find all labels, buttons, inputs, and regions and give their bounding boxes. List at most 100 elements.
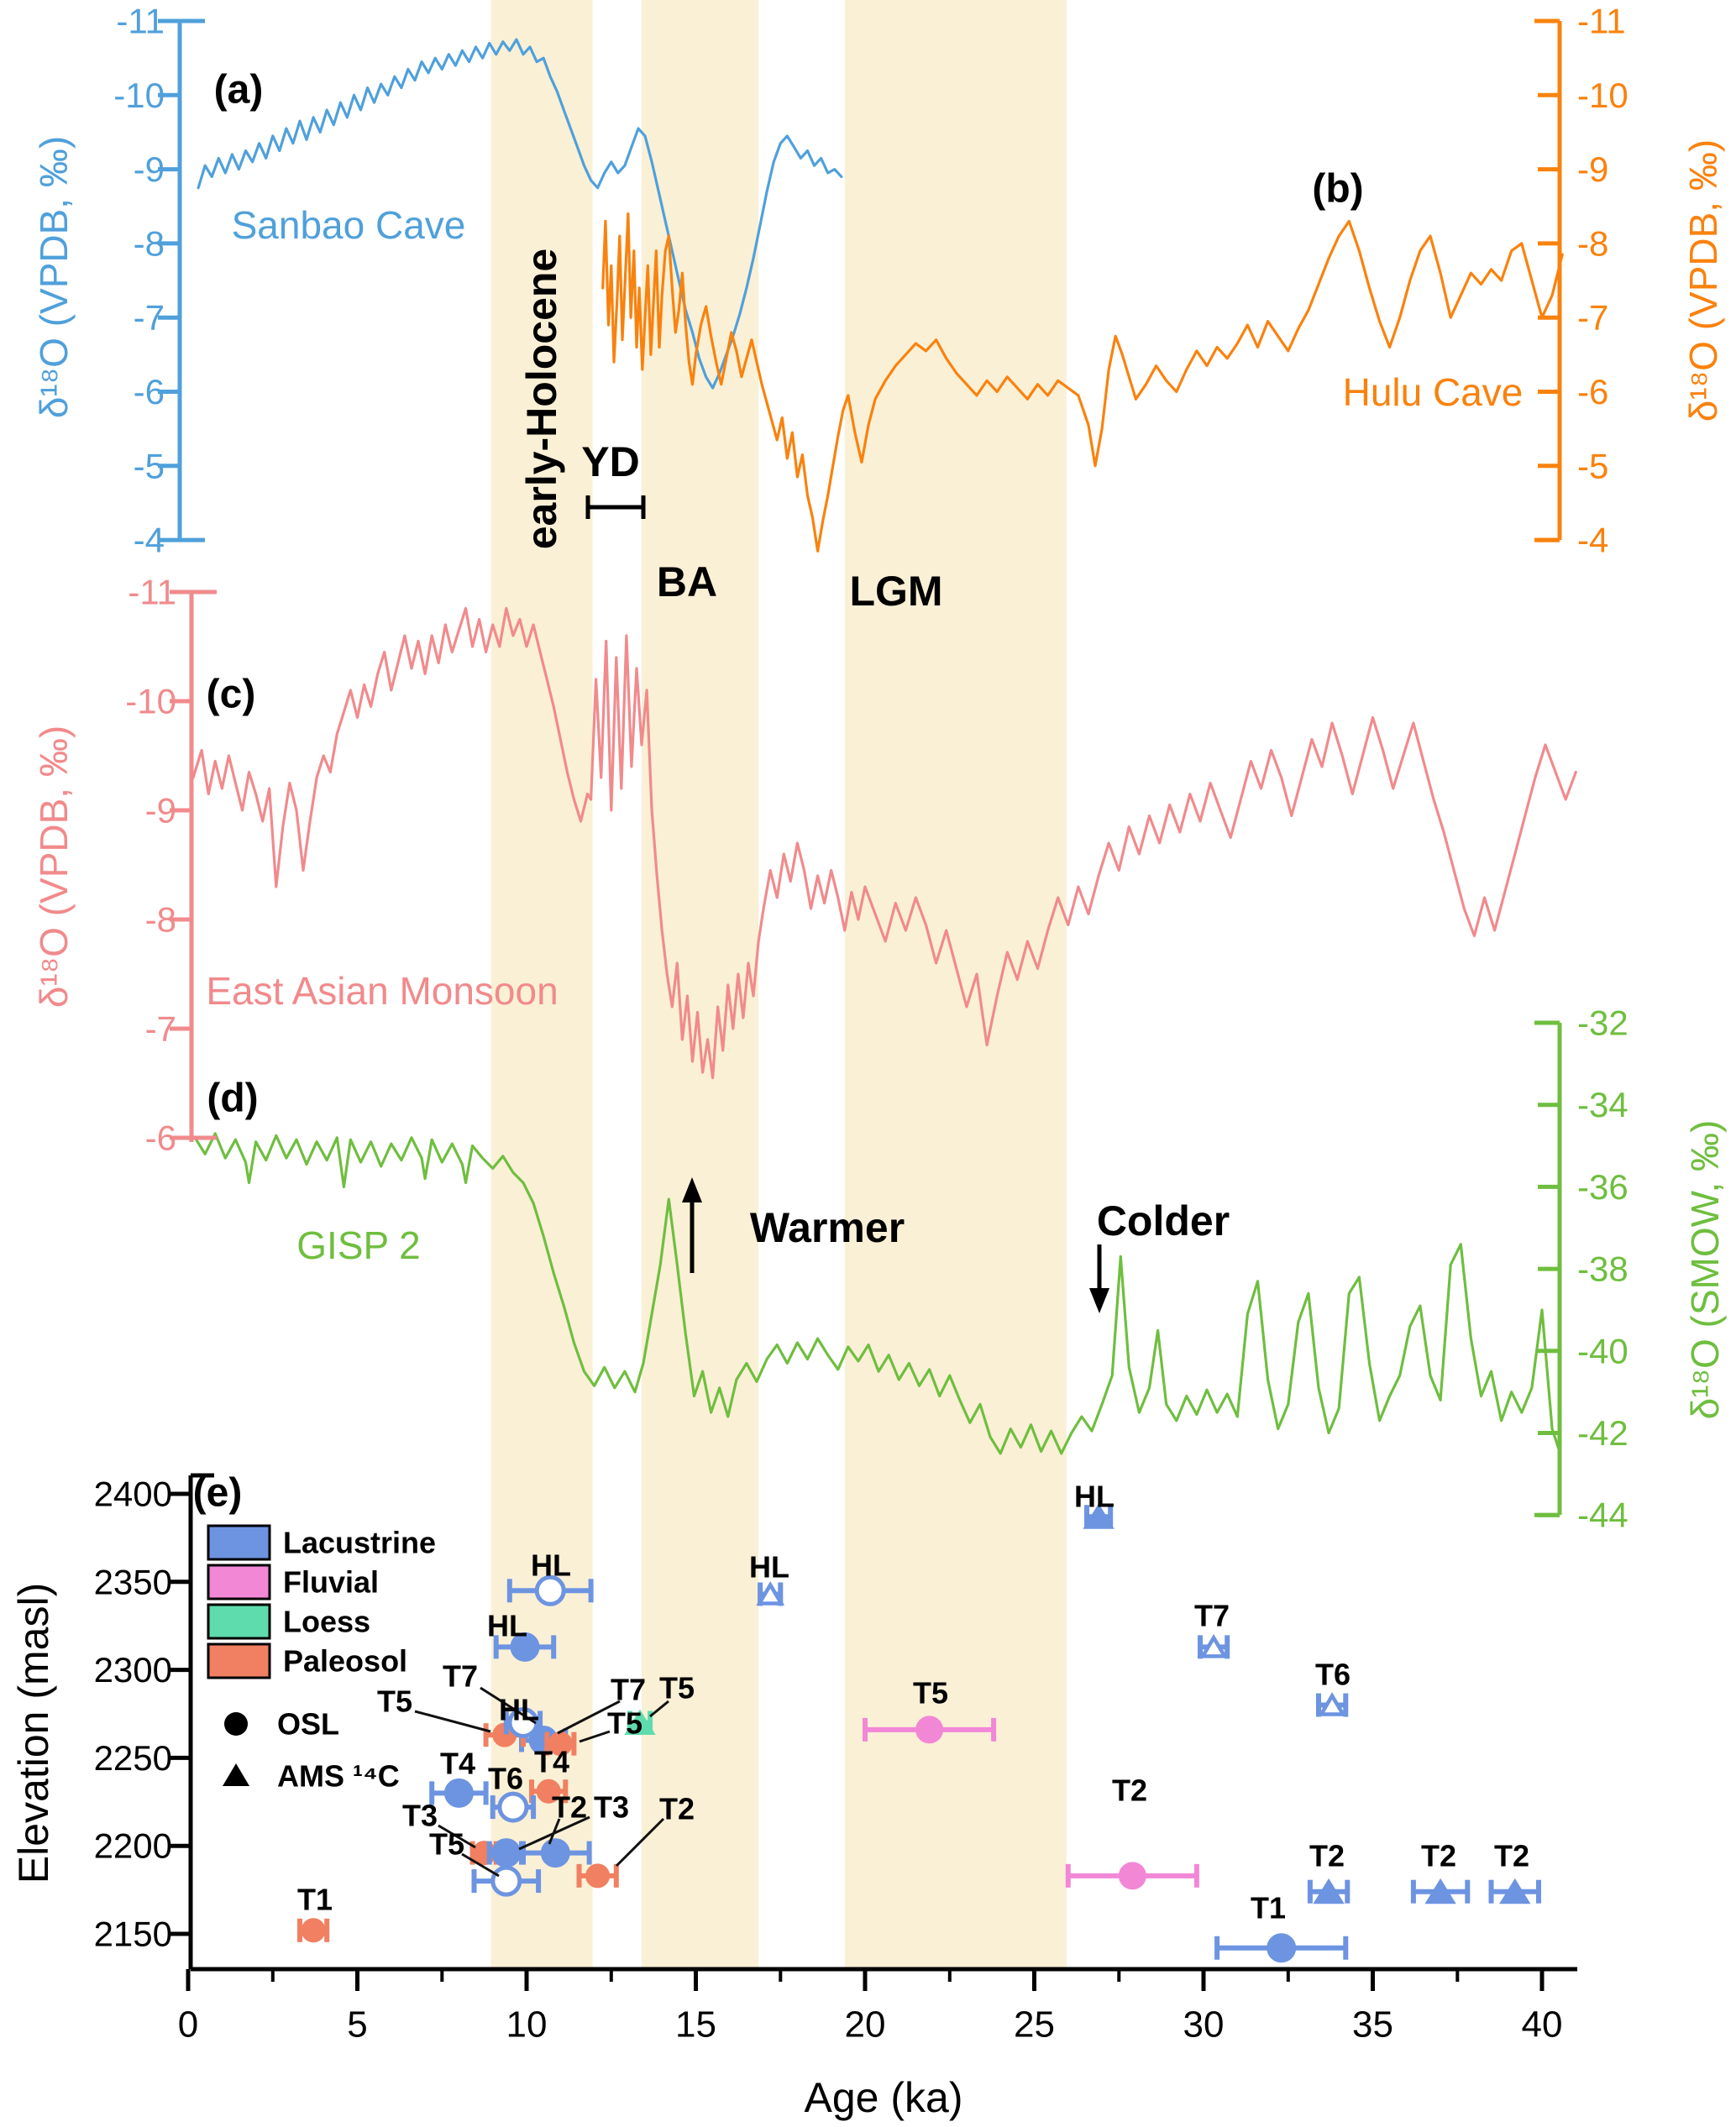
point-T1-paleosol [297, 1918, 330, 1943]
triangle-marker [1313, 1878, 1345, 1904]
panel-e-letter: (e) [193, 1471, 243, 1516]
circle-marker [585, 1863, 611, 1889]
lgm-label: LGM [849, 568, 942, 615]
terrace-label-T3: T3 [402, 1799, 438, 1833]
circle-marker [301, 1918, 326, 1943]
terrace-label-T6: T6 [488, 1762, 523, 1796]
label-leader [480, 1686, 537, 1725]
terrace-label-HL: HL [531, 1548, 571, 1583]
sanbao-tick-label: -8 [134, 223, 165, 263]
terrace-label-T5: T5 [607, 1706, 642, 1741]
hulu-tick-label: -8 [1577, 223, 1608, 263]
terrace-label-T5: T5 [377, 1684, 412, 1719]
eam-axis-title: δ¹⁸O (VPDB, ‰) [32, 726, 76, 1008]
fluvial-swatch [207, 1564, 271, 1600]
age-axis-title: Age (ka) [805, 2074, 963, 2121]
elevation-axis-title: Elevation (masl) [10, 1583, 57, 1883]
legend-label: Lacustrine [283, 1526, 436, 1560]
terrace-label-T4: T4 [440, 1747, 475, 1781]
point-T6-lacustrine [490, 1791, 537, 1823]
eam-tick-label: -8 [145, 900, 176, 940]
eam-tick-label: -7 [145, 1009, 176, 1049]
legend-item-fluvial: Fluvial [207, 1564, 379, 1600]
panel-c-letter: (c) [207, 673, 256, 717]
terrace-label-T1: T1 [297, 1883, 333, 1917]
open-triangle-marker [756, 1581, 785, 1606]
point-T7-lacustrine [1198, 1633, 1230, 1659]
gisp-tick-label: -36 [1577, 1167, 1628, 1207]
lacustrine-swatch [207, 1524, 271, 1561]
hulu-tick-label: -5 [1577, 446, 1608, 485]
label-leader [615, 1817, 665, 1868]
hulu-tick-label: -10 [1577, 76, 1628, 115]
circle-marker [491, 1838, 522, 1868]
ams14c-triangle-icon [223, 1763, 249, 1786]
point-T2-lacustrine [519, 1838, 592, 1868]
terrace-label-HL: HL [487, 1609, 527, 1643]
circle-marker [536, 1779, 561, 1804]
terrace-label-T4: T4 [534, 1745, 569, 1779]
panel-b-letter: (b) [1312, 167, 1363, 212]
point-T5-lacustrine [471, 1865, 542, 1897]
point-T2-lacustrine [1410, 1878, 1471, 1904]
sanbao-tick-label: -9 [134, 149, 165, 189]
label-leader [579, 1730, 611, 1743]
triangle-marker [1499, 1878, 1531, 1904]
gisp-curve [193, 1132, 1560, 1455]
terrace-label-T5: T5 [659, 1671, 695, 1705]
sanbao-tick-label: -11 [116, 2, 165, 41]
elevation-tick-label: 2350 [94, 1562, 172, 1601]
open-circle-marker [490, 1865, 522, 1897]
terrace-label-T3: T3 [594, 1790, 629, 1825]
point-T2-lacustrine [1488, 1878, 1541, 1904]
curves [191, 38, 1577, 1455]
circle-marker [1118, 1862, 1146, 1890]
loess-swatch [207, 1603, 271, 1640]
sanbao-axis-title: δ¹⁸O (VPDB, ‰) [32, 136, 76, 418]
osl-circle-icon [224, 1712, 248, 1736]
age-tick-label: 30 [1183, 2004, 1225, 2046]
triangle-marker [624, 1709, 656, 1735]
sanbao-tick-label: -7 [134, 298, 165, 338]
terrace-label-HL: HL [749, 1550, 789, 1585]
eam-label: East Asian Monsoon [206, 969, 558, 1013]
eam-tick-label: -10 [125, 682, 176, 721]
terrace-label-T7: T7 [443, 1659, 478, 1694]
band-lgm [844, 0, 1067, 1969]
legend-item-loess: Loess [207, 1603, 370, 1640]
eam-tick-label: -6 [145, 1119, 176, 1158]
band-early-holocene [490, 0, 593, 1969]
point-T5-paleosol [544, 1731, 577, 1757]
gisp-tick-label: -32 [1577, 1003, 1628, 1043]
terrace-label-T2: T2 [552, 1790, 587, 1825]
gisp-tick-label: -38 [1577, 1249, 1628, 1289]
legend-label: Paleosol [283, 1644, 407, 1679]
gisp-axis: -32 -34 -36 -38 -40 -42 -44 δ¹⁸O (SMOW, ‰) [1534, 1003, 1727, 1535]
age-tick-label: 5 [347, 2004, 367, 2046]
elevation-tick-label: 2250 [94, 1738, 172, 1778]
early-holocene-label: early-Holocene [518, 249, 565, 549]
gisp-tick-label: -40 [1577, 1331, 1628, 1370]
label-leader [414, 1710, 491, 1733]
gisp-tick-label: -34 [1577, 1085, 1628, 1124]
terrace-label-T2: T2 [1494, 1839, 1529, 1873]
point-HL-lacustrine [1083, 1503, 1115, 1529]
legend-label: OSL [277, 1707, 339, 1742]
terrace-label-HL: HL [1074, 1480, 1115, 1514]
label-leader [518, 1815, 590, 1851]
point-T4-lacustrine [429, 1778, 489, 1808]
hulu-tick-label: -4 [1577, 521, 1608, 560]
open-triangle-marker [1199, 1633, 1229, 1658]
panel-a-letter: (a) [214, 68, 264, 113]
warmer-arrow-head [682, 1177, 702, 1202]
sanbao-curve [197, 38, 843, 390]
open-circle-marker [534, 1574, 566, 1606]
terrace-points [297, 1503, 1541, 1963]
eam-tick-label: -9 [145, 791, 176, 830]
yd-label: YD [581, 438, 639, 485]
legend: Lacustrine Fluvial Loess Paleosol OSL AMS ¹⁴C [207, 1524, 436, 1794]
age-tick-label: 20 [845, 2004, 886, 2046]
stadial-bands [490, 0, 1067, 1969]
